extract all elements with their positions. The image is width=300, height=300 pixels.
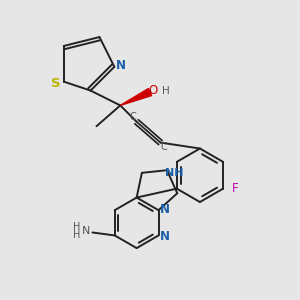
Text: F: F — [232, 182, 238, 194]
Text: N: N — [160, 230, 170, 243]
Text: N: N — [160, 203, 170, 216]
Polygon shape — [120, 88, 152, 105]
Text: S: S — [51, 76, 61, 90]
Text: H: H — [162, 85, 169, 96]
Text: H: H — [73, 230, 81, 241]
Text: N: N — [82, 226, 91, 236]
Text: NH: NH — [165, 168, 184, 178]
Text: C: C — [129, 112, 136, 122]
Text: O: O — [148, 84, 158, 97]
Text: H: H — [73, 222, 81, 232]
Text: N: N — [116, 59, 126, 72]
Text: C: C — [161, 142, 168, 152]
